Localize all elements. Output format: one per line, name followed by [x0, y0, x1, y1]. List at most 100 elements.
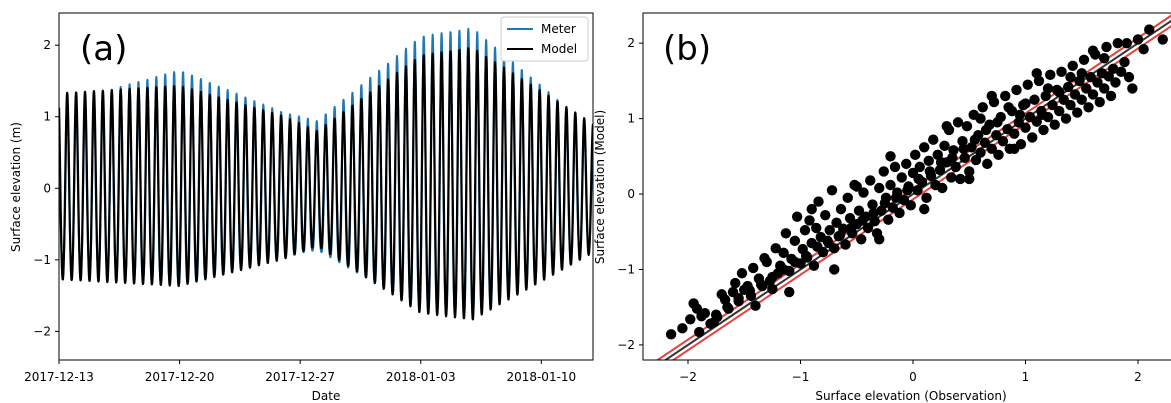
scatter-point [865, 175, 876, 186]
panel-b-x-axis-label: Surface elevation (Observation) [815, 389, 1006, 403]
scatter-point [789, 235, 801, 247]
scatter-point [902, 185, 913, 196]
scatter-point [1022, 79, 1033, 90]
scatter-point [730, 277, 741, 289]
scatter-point [1103, 71, 1114, 82]
y-tick-label: 0 [43, 181, 51, 195]
scatter-point [812, 241, 823, 253]
scatter-point [896, 172, 907, 183]
scatter-point [858, 187, 869, 198]
x-tick-label: −2 [679, 370, 697, 384]
scatter-point [842, 192, 853, 204]
scatter-point [840, 239, 851, 250]
series-line-model [59, 47, 593, 321]
scatter-point [947, 152, 958, 164]
x-tick-label: 2018-01-03 [386, 370, 456, 384]
scatter-point [890, 192, 902, 204]
scatter-point [1063, 81, 1074, 93]
scatter-point [869, 216, 880, 227]
scatter-point [677, 323, 688, 334]
scatter-point [823, 237, 834, 249]
scatter-point [1049, 119, 1060, 130]
scatter-point [993, 149, 1004, 161]
scatter-point [921, 192, 932, 204]
scatter-point [845, 222, 857, 234]
legend-model-label: Model [541, 42, 577, 56]
scatter-point [885, 151, 896, 162]
scatter-point [1054, 105, 1065, 117]
scatter-point [800, 250, 812, 262]
scatter-point [1000, 90, 1011, 102]
scatter-point [975, 147, 986, 158]
scatter-point [813, 196, 824, 207]
scatter-point [894, 207, 905, 219]
scatter-point [997, 136, 1009, 147]
scatter-point [937, 182, 948, 194]
scatter-point [912, 185, 923, 196]
scatter-point [1123, 71, 1135, 83]
scatter-point [1076, 94, 1087, 105]
scatter-point [767, 283, 778, 295]
panel-b-scatter-chart: −2 −1 0 1 2 −2 −1 0 1 2 (b) Surface elevation (O… [593, 12, 1171, 403]
scatter-point [913, 173, 924, 185]
scatter-point [986, 90, 997, 102]
scatter-point [750, 300, 761, 311]
scatter-point [831, 217, 842, 228]
x-tick-label: 2017-12-27 [265, 370, 335, 384]
scatter-point [964, 173, 975, 185]
scatter-point [710, 309, 722, 320]
scatter-point [694, 326, 705, 338]
scatter-point [982, 158, 993, 170]
scatter-point [748, 262, 759, 274]
scatter-point [923, 155, 934, 167]
x-tick-label: −1 [792, 370, 810, 384]
scatter-point [980, 124, 992, 136]
scatter-point [1087, 89, 1099, 100]
panel-a-x-ticks: 2017-12-13 2017-12-20 2017-12-27 2018-01-03… [24, 360, 576, 384]
scatter-point [851, 181, 862, 192]
scatter-point [961, 120, 973, 132]
scatter-point [1112, 37, 1123, 49]
scatter-point [1081, 83, 1092, 94]
scatter-point [1132, 34, 1144, 45]
scatter-point [867, 199, 878, 210]
scatter-point [1101, 41, 1112, 53]
y-tick-label: 0 [627, 187, 635, 201]
scatter-point [986, 143, 997, 154]
y-tick-label: 2 [43, 38, 51, 52]
panel-b-points [665, 24, 1168, 340]
scatter-point [1110, 77, 1121, 88]
y-tick-label: −1 [617, 262, 635, 276]
scatter-point [969, 134, 981, 145]
legend-meter-label: Meter [541, 22, 576, 36]
scatter-point [767, 271, 778, 283]
scatter-point [1042, 83, 1054, 94]
scatter-point [844, 212, 856, 224]
y-tick-label: −1 [33, 253, 51, 267]
series-line-meter [59, 27, 593, 316]
scatter-point [992, 117, 1003, 128]
scatter-point [820, 209, 831, 221]
scatter-point [1087, 45, 1099, 56]
scatter-point [691, 303, 703, 314]
scatter-point [955, 173, 966, 185]
scatter-point [874, 182, 885, 194]
y-tick-label: 1 [627, 112, 635, 126]
scatter-point [1020, 122, 1031, 133]
scatter-point [950, 161, 961, 173]
scatter-point [1108, 63, 1119, 75]
scatter-point [874, 234, 885, 245]
x-tick-label: 2017-12-20 [145, 370, 215, 384]
scatter-point [979, 137, 991, 148]
scatter-point [889, 161, 901, 173]
scatter-point [946, 172, 957, 183]
scatter-point [806, 203, 817, 215]
scatter-point [780, 228, 792, 239]
scatter-point [1065, 71, 1076, 83]
scatter-point [958, 143, 969, 154]
scatter-point [1127, 83, 1138, 94]
scatter-point [1054, 87, 1065, 98]
scatter-point [1065, 99, 1076, 111]
